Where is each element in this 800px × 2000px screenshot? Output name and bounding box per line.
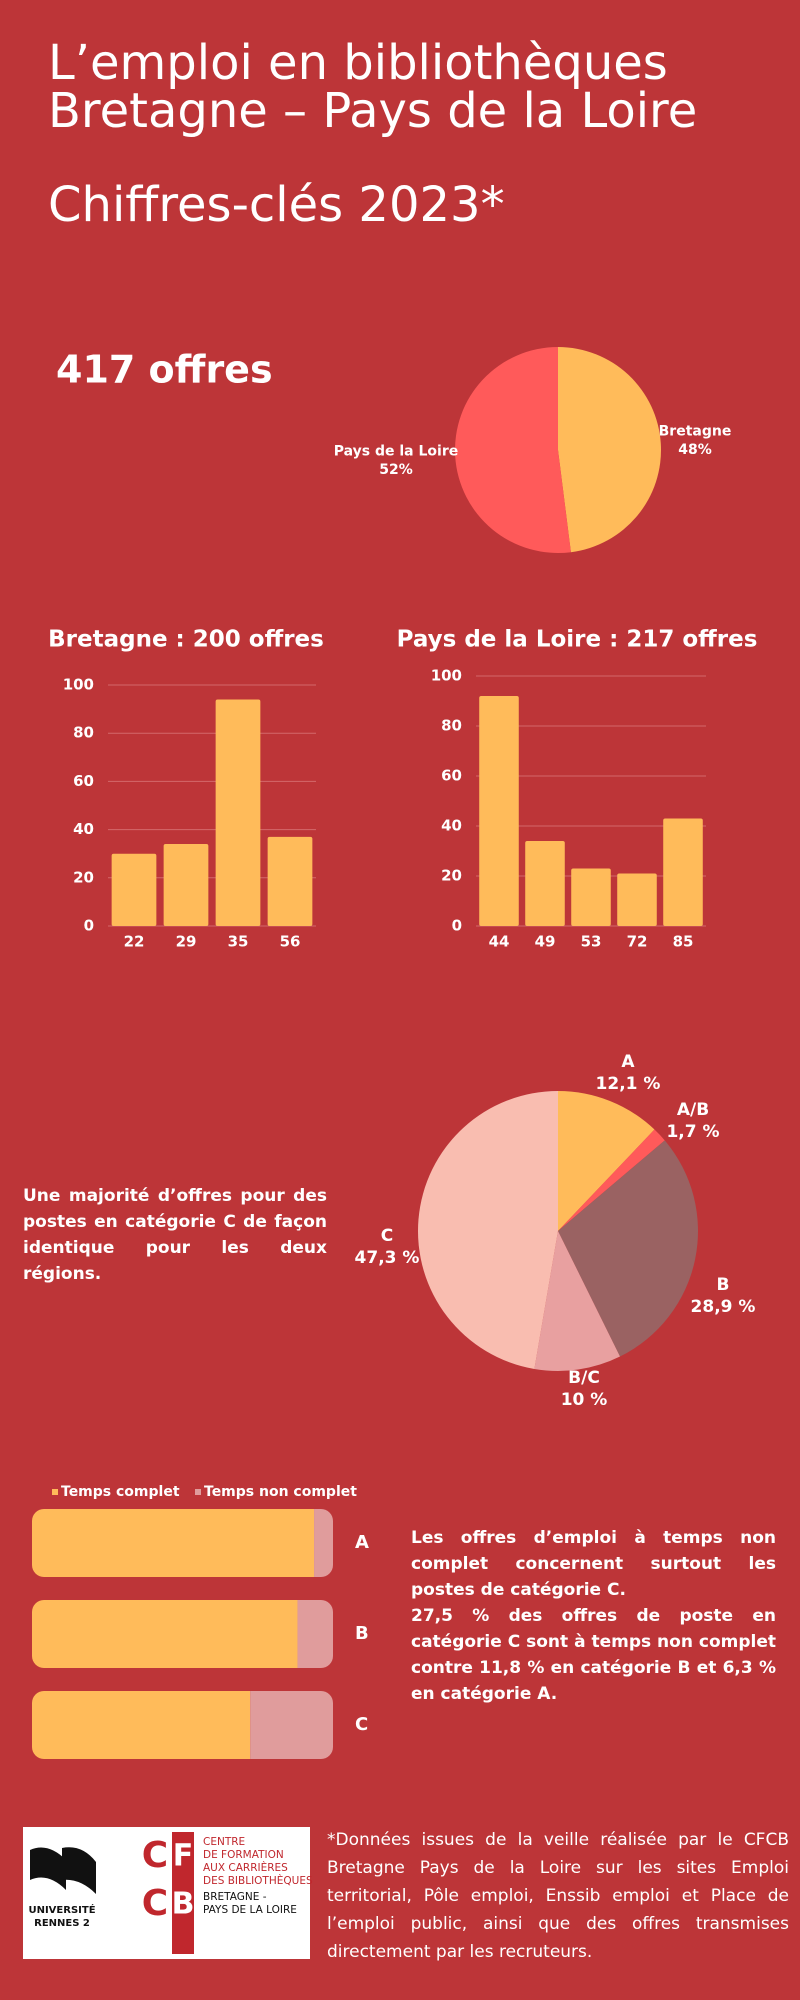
logo-text: BRETAGNE - [203, 1891, 267, 1903]
row-label: B [355, 1623, 369, 1644]
bar [571, 868, 611, 926]
pie-slice [455, 347, 571, 553]
y-tick-label: 100 [63, 676, 94, 694]
bar [111, 853, 157, 926]
logo-text: AUX CARRIÈRES [203, 1861, 288, 1874]
x-tick-label: 72 [627, 933, 648, 951]
bar [617, 873, 657, 926]
cfcb-logo: C F C B CENTRE DE FORMATION AUX CARRIÈRE… [142, 1832, 313, 1954]
slice-value: 48% [678, 442, 712, 458]
bar-segment [32, 1600, 298, 1668]
chart-title: 417 offres [56, 348, 273, 392]
y-tick-label: 40 [73, 820, 94, 838]
bar [267, 836, 313, 926]
logo-letter: C [142, 1883, 168, 1924]
y-tick-label: 0 [452, 917, 462, 935]
bar-segment [250, 1691, 333, 1759]
bar [663, 818, 703, 926]
bar [215, 699, 261, 926]
y-tick-label: 20 [441, 867, 462, 885]
chart-title: Pays de la Loire : 217 offres [397, 627, 758, 653]
slice-value: 47,3 % [355, 1248, 420, 1268]
y-tick-label: 60 [441, 767, 462, 785]
logo-letter: C [142, 1835, 168, 1876]
bar [163, 844, 209, 926]
logo-text: PAYS DE LA LOIRE [203, 1904, 297, 1916]
slice-label: C [381, 1226, 393, 1246]
x-tick-label: 56 [280, 933, 301, 951]
bar-segment [32, 1691, 251, 1759]
y-tick-label: 100 [431, 667, 462, 685]
x-tick-label: 85 [673, 933, 694, 951]
title-line: Bretagne – Pays de la Loire [48, 83, 697, 139]
x-tick-label: 49 [535, 933, 556, 951]
slice-value: 12,1 % [596, 1074, 661, 1094]
legend-label: Temps non complet [204, 1484, 357, 1500]
row-label: A [355, 1532, 369, 1553]
bar-segment [32, 1509, 315, 1577]
subtitle: Chiffres-clés 2023* [48, 177, 505, 233]
y-tick-label: 0 [84, 917, 94, 935]
logo-text: UNIVERSITÉ [28, 1903, 95, 1916]
pie-slice [418, 1091, 558, 1369]
logo-letter: F [173, 1839, 194, 1874]
logo-letter: B [172, 1887, 195, 1922]
slice-label: A [621, 1052, 635, 1072]
paragraph: 27,5 % des offres de poste en catégorie … [411, 1606, 776, 1704]
logo-text: RENNES 2 [34, 1918, 90, 1929]
y-tick-label: 60 [73, 772, 94, 790]
slice-value: 1,7 % [666, 1122, 719, 1142]
slice-value: 52% [379, 462, 413, 478]
legend-label: Temps complet [61, 1484, 180, 1500]
part-time-note: Les offres d’emploi à temps non complet … [411, 1525, 776, 1707]
y-tick-label: 20 [73, 868, 94, 886]
legend-swatch [195, 1489, 201, 1495]
x-tick-label: 35 [228, 933, 249, 951]
slice-value: 28,9 % [691, 1297, 756, 1317]
slice-value: 10 % [561, 1390, 608, 1410]
logo-text: DES BIBLIOTHÈQUES [203, 1874, 313, 1887]
logo-text: DE FORMATION [203, 1849, 284, 1861]
bar [479, 696, 519, 926]
bar [525, 841, 565, 926]
categories-note: Une majorité d’offres pour des postes en… [23, 1186, 327, 1284]
chart-title: Bretagne : 200 offres [48, 627, 324, 653]
pie-slice [558, 1129, 665, 1231]
footer-note: *Données issues de la veille réalisée pa… [327, 1830, 789, 1962]
slice-label: A/B [677, 1100, 709, 1120]
y-tick-label: 40 [441, 817, 462, 835]
row-label: C [355, 1714, 368, 1735]
x-tick-label: 22 [124, 933, 145, 951]
slice-label: B [717, 1275, 730, 1295]
logo-text: CENTRE [203, 1836, 245, 1848]
x-tick-label: 53 [581, 933, 602, 951]
y-tick-label: 80 [73, 724, 94, 742]
legend-swatch [52, 1489, 58, 1495]
pie-slice [558, 347, 662, 553]
pie-slice [534, 1231, 620, 1371]
title-line: L’emploi en bibliothèques [48, 35, 668, 91]
bar-segment [297, 1600, 333, 1668]
pie-slice [558, 1140, 699, 1357]
slice-label: B/C [568, 1368, 600, 1388]
y-tick-label: 80 [441, 717, 462, 735]
x-tick-label: 44 [489, 933, 510, 951]
paragraph: Les offres d’emploi à temps non complet … [411, 1528, 776, 1600]
slice-label: Bretagne [659, 424, 732, 440]
slice-label: Pays de la Loire [334, 444, 458, 460]
pie-slice [558, 1091, 655, 1231]
bar-segment [314, 1509, 333, 1577]
rennes-logo: UNIVERSITÉ RENNES 2 [28, 1847, 96, 1929]
x-tick-label: 29 [176, 933, 197, 951]
